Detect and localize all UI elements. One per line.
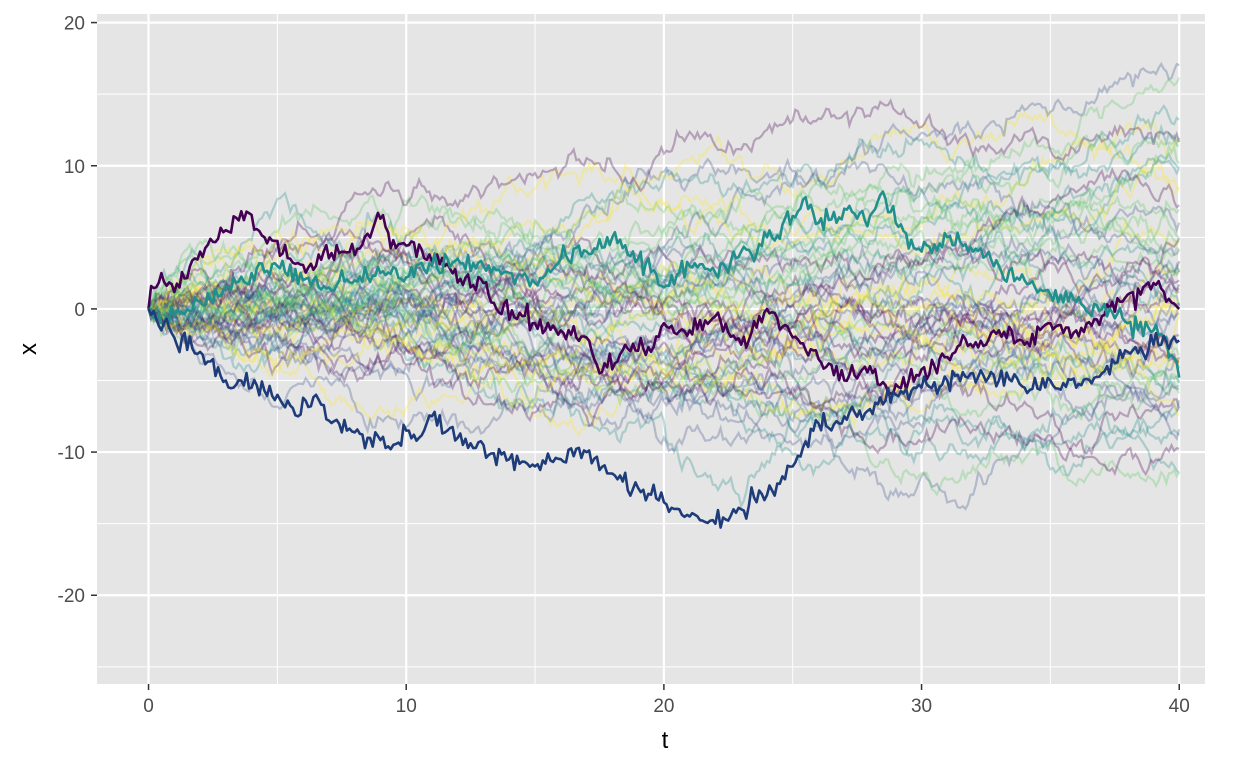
background-path-line bbox=[147, 142, 1181, 310]
background-path-line bbox=[147, 287, 1181, 497]
highlighted-path-line bbox=[147, 308, 1180, 529]
background-path-line bbox=[147, 123, 1181, 340]
background-path-line bbox=[148, 108, 1180, 319]
highlighted-path-line bbox=[148, 190, 1181, 378]
background-path-line bbox=[147, 279, 1181, 438]
background-path-line bbox=[147, 272, 1180, 510]
background-path-line bbox=[147, 281, 1181, 385]
background-path-line bbox=[147, 151, 1180, 311]
highlighted-paths bbox=[147, 190, 1181, 529]
background-path-line bbox=[147, 274, 1181, 376]
background-path-line bbox=[147, 166, 1180, 336]
background-path-line bbox=[147, 118, 1181, 310]
background-path-line bbox=[148, 269, 1180, 387]
background-path-line bbox=[147, 285, 1180, 423]
background-path-line bbox=[147, 237, 1181, 359]
background-path-line bbox=[148, 227, 1180, 477]
background-path-line bbox=[147, 247, 1180, 478]
background-path-line bbox=[147, 188, 1180, 319]
background-path-line bbox=[148, 61, 1180, 333]
background-path-line bbox=[147, 288, 1181, 457]
background-path-line bbox=[147, 224, 1181, 336]
background-path-line bbox=[147, 199, 1181, 370]
background-path-line bbox=[148, 261, 1181, 389]
background-path-line bbox=[147, 286, 1180, 364]
x-tick-label: 40 bbox=[1169, 696, 1190, 717]
background-path-line bbox=[147, 157, 1181, 328]
background-path-line bbox=[147, 212, 1180, 323]
background-path-line bbox=[148, 192, 1181, 321]
background-path-line bbox=[147, 202, 1180, 324]
background-path-line bbox=[148, 214, 1180, 417]
background-path-line bbox=[147, 300, 1181, 478]
background-path-line bbox=[147, 279, 1180, 408]
background-path-line bbox=[147, 240, 1181, 355]
background-path-line bbox=[148, 98, 1181, 311]
background-path-line bbox=[148, 302, 1181, 462]
background-path-line bbox=[147, 290, 1181, 442]
axes: 0 10 20 30 40 20 10 0 -10 -20 bbox=[58, 14, 1190, 717]
background-path-line bbox=[147, 157, 1181, 324]
x-tick-label: 20 bbox=[653, 696, 674, 717]
highlighted-path-line bbox=[147, 209, 1181, 395]
y-tick-label: -20 bbox=[58, 586, 85, 607]
y-tick-label: -10 bbox=[58, 443, 85, 464]
background-path-line bbox=[147, 281, 1181, 389]
background-path-line bbox=[147, 298, 1181, 511]
y-tick-label: 0 bbox=[74, 300, 85, 321]
background-path-line bbox=[147, 293, 1181, 394]
background-path-line bbox=[148, 132, 1180, 359]
background-path-line bbox=[147, 279, 1181, 423]
major-gridlines bbox=[97, 14, 1205, 684]
background-path-line bbox=[147, 292, 1181, 416]
background-path-line bbox=[148, 165, 1181, 315]
minor-gridlines bbox=[97, 14, 1205, 684]
background-path-line bbox=[148, 288, 1180, 425]
x-tick-label: 10 bbox=[396, 696, 417, 717]
y-axis-title: x bbox=[15, 343, 42, 355]
background-path-line bbox=[147, 234, 1181, 352]
panel-background bbox=[97, 14, 1205, 684]
x-tick-label: 0 bbox=[143, 696, 154, 717]
background-path-line bbox=[148, 276, 1181, 380]
background-path-line bbox=[147, 273, 1181, 411]
x-axis-title: t bbox=[662, 727, 669, 754]
background-path-line bbox=[147, 234, 1180, 335]
background-path-line bbox=[148, 253, 1181, 422]
background-path-line bbox=[147, 250, 1180, 428]
background-path-line bbox=[147, 77, 1181, 323]
background-path-line bbox=[148, 247, 1181, 369]
background-path-line bbox=[147, 104, 1180, 331]
background-path-line bbox=[147, 295, 1180, 453]
x-tick-label: 30 bbox=[911, 696, 932, 717]
y-tick-label: 20 bbox=[64, 14, 85, 35]
y-tick-label: 10 bbox=[64, 157, 85, 178]
